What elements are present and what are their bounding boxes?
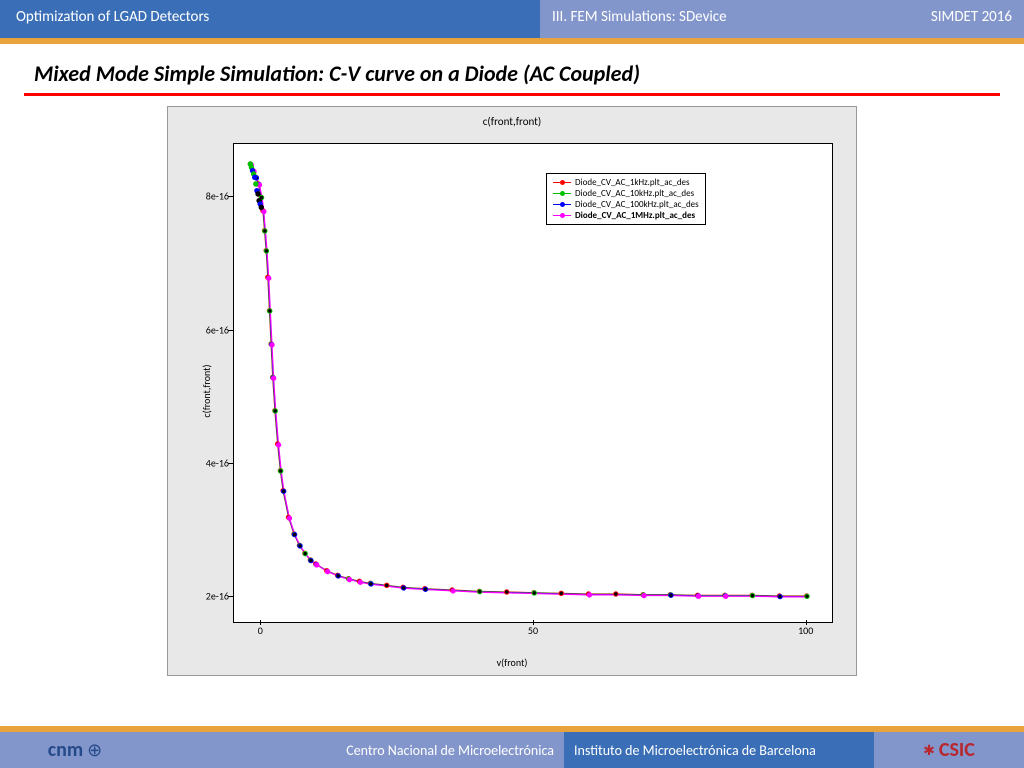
legend-item: Diode_CV_AC_1MHz.plt_ac_des xyxy=(553,210,699,221)
y-tick-label: 6e-16 xyxy=(196,323,229,336)
title-underline xyxy=(24,93,1000,96)
footer-bars: cnm ⊕ Centro Nacional de Microelectrónic… xyxy=(0,732,1024,768)
chart-container: c(front,front) c(front,front) Diode_CV_A… xyxy=(0,106,1024,676)
plot-area: Diode_CV_AC_1kHz.plt_ac_desDiode_CV_AC_1… xyxy=(233,143,833,623)
header-section-label: III. FEM Simulations: SDevice xyxy=(552,8,727,30)
header-left-title: Optimization of LGAD Detectors xyxy=(0,0,540,38)
footer-org-1: Centro Nacional de Microelectrónica xyxy=(150,732,564,768)
footer-org-2: Instituto de Microelectrónica de Barcelo… xyxy=(564,732,874,768)
cnm-decor-icon: ⊕ xyxy=(87,739,102,761)
y-tick-mark xyxy=(228,463,233,464)
legend-box: Diode_CV_AC_1kHz.plt_ac_desDiode_CV_AC_1… xyxy=(546,173,706,225)
plot-title: c(front,front) xyxy=(168,115,856,128)
footer-logo-left: cnm ⊕ xyxy=(0,732,150,768)
x-tick-label: 50 xyxy=(528,624,538,637)
legend-item: Diode_CV_AC_100kHz.plt_ac_des xyxy=(553,199,699,210)
header-bar: Optimization of LGAD Detectors III. FEM … xyxy=(0,0,1024,38)
cnm-logo-text: cnm xyxy=(48,738,83,762)
chart-box: c(front,front) c(front,front) Diode_CV_A… xyxy=(167,106,857,676)
legend-item: Diode_CV_AC_1kHz.plt_ac_des xyxy=(553,177,699,188)
x-tick-mark xyxy=(806,620,807,625)
footer-logo-right: ✱ CSIC xyxy=(874,732,1024,768)
header-right-block: III. FEM Simulations: SDevice SIMDET 201… xyxy=(540,0,1024,38)
page-title: Mixed Mode Simple Simulation: C-V curve … xyxy=(0,44,1024,93)
y-tick-label: 4e-16 xyxy=(196,457,229,470)
x-tick-label: 0 xyxy=(258,624,263,637)
csic-logo-text: CSIC xyxy=(939,738,975,762)
footer: cnm ⊕ Centro Nacional de Microelectrónic… xyxy=(0,726,1024,768)
y-tick-label: 8e-16 xyxy=(196,190,229,203)
header-event-label: SIMDET 2016 xyxy=(931,8,1012,30)
x-tick-label: 100 xyxy=(798,624,813,637)
legend-item: Diode_CV_AC_10kHz.plt_ac_des xyxy=(553,188,699,199)
y-tick-mark xyxy=(228,330,233,331)
y-axis-label: c(front,front) xyxy=(200,364,213,417)
csic-decor-icon: ✱ xyxy=(923,742,935,759)
y-tick-label: 2e-16 xyxy=(196,590,229,603)
y-tick-mark xyxy=(228,596,233,597)
x-axis-label: v(front) xyxy=(497,656,528,669)
x-tick-mark xyxy=(260,620,261,625)
x-tick-mark xyxy=(533,620,534,625)
y-tick-mark xyxy=(228,196,233,197)
plot-svg xyxy=(234,144,834,624)
